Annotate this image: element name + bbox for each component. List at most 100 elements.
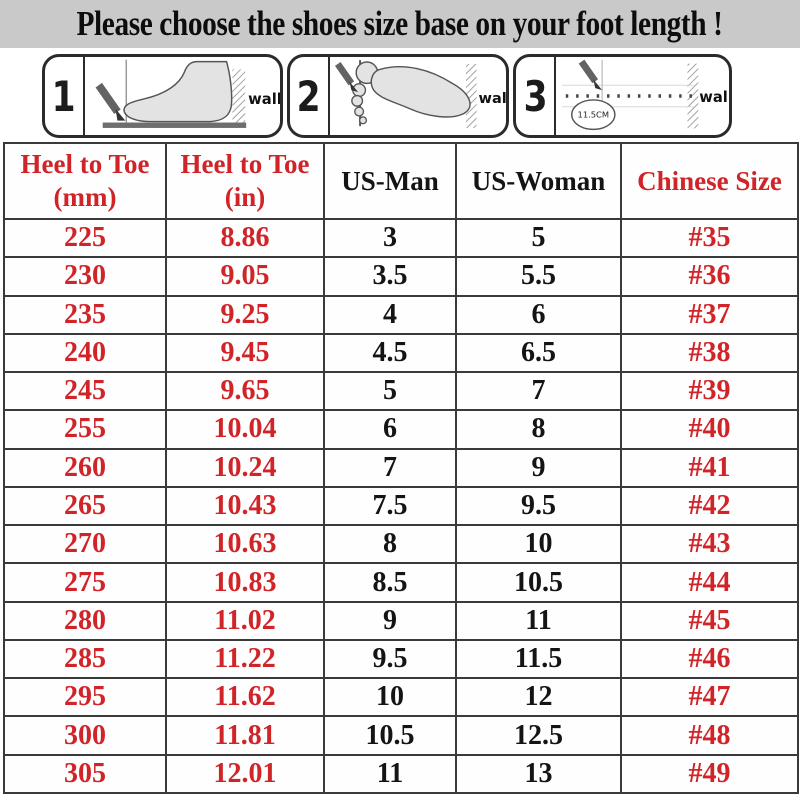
footprint-shape (350, 61, 471, 125)
cell-heel-mm: 260 (3, 447, 167, 488)
cell-heel-in: 8.86 (165, 217, 325, 259)
wall-hatch (687, 63, 699, 129)
pencil-icon (95, 82, 126, 121)
cell-heel-mm: 265 (3, 485, 167, 527)
col-header-heel-mm: Heel to Toe (mm) (3, 142, 167, 220)
col-header-heel-in: Heel to Toe (in) (165, 142, 325, 220)
cell-chinese-size: #48 (620, 715, 799, 756)
cell-heel-in: 10.63 (165, 524, 325, 565)
cell-us-woman: 11.5 (455, 638, 622, 680)
cell-heel-in: 9.25 (165, 294, 325, 335)
cell-heel-mm: 270 (3, 524, 167, 565)
cell-heel-mm: 255 (3, 409, 167, 450)
cell-heel-mm: 235 (3, 294, 167, 335)
cell-us-man: 3.5 (323, 256, 457, 297)
cell-chinese-size: #36 (620, 256, 799, 297)
cell-us-woman: 12.5 (455, 715, 622, 756)
table-row: 240 9.45 4.5 6.5 #38 (3, 332, 799, 374)
cell-us-man: 4 (323, 294, 457, 335)
wall-hatch (232, 69, 246, 125)
cell-chinese-size: #38 (620, 332, 799, 374)
cell-us-man: 3 (323, 217, 457, 259)
table-row: 265 10.43 7.5 9.5 #42 (3, 485, 799, 527)
instruction-panel-2: 2 (286, 54, 510, 138)
measuring-instructions: 1 wall 2 (42, 54, 732, 138)
wall-label: wall (478, 90, 506, 107)
cell-heel-mm: 225 (3, 217, 167, 259)
table-row: 260 10.24 7 9 #41 (3, 447, 799, 488)
wall-label: wall (700, 89, 729, 106)
cell-heel-in: 9.45 (165, 332, 325, 374)
step-number-3: 3 (516, 57, 557, 135)
cell-us-man: 7.5 (323, 485, 457, 527)
table-row: 270 10.63 8 10 #43 (3, 524, 799, 565)
cell-chinese-size: #39 (620, 371, 799, 412)
foot-side-illustration: wall (95, 59, 280, 128)
cell-heel-in: 11.62 (165, 677, 325, 718)
cell-chinese-size: #43 (620, 524, 799, 565)
table-row: 305 12.01 11 13 #49 (3, 753, 799, 795)
cell-chinese-size: #41 (620, 447, 799, 488)
col-header-chinese-size: Chinese Size (620, 142, 799, 220)
cell-us-man: 7 (323, 447, 457, 488)
table-row: 225 8.86 3 5 #35 (3, 217, 799, 259)
foot-side-shape (123, 60, 233, 123)
top-view-diagram: wall (330, 57, 506, 135)
cell-us-woman: 12 (455, 677, 622, 718)
cell-us-man: 8.5 (323, 562, 457, 603)
table-row: 295 11.62 10 12 #47 (3, 677, 799, 718)
table-row: 285 11.22 9.5 11.5 #46 (3, 638, 799, 680)
cell-chinese-size: #47 (620, 677, 799, 718)
cell-heel-mm: 240 (3, 332, 167, 374)
col-header-us-woman: US-Woman (455, 142, 622, 220)
cell-chinese-size: #46 (620, 638, 799, 680)
cell-heel-in: 10.04 (165, 409, 325, 450)
cell-us-man: 8 (323, 524, 457, 565)
cell-us-woman: 10 (455, 524, 622, 565)
cell-us-man: 10 (323, 677, 457, 718)
cell-us-woman: 9.5 (455, 485, 622, 527)
cell-heel-in: 12.01 (165, 753, 325, 795)
instruction-panel-1: 1 wall (42, 54, 283, 138)
cell-us-woman: 6 (455, 294, 622, 335)
cell-heel-mm: 300 (3, 715, 167, 756)
cell-us-woman: 11 (455, 600, 622, 641)
ground-line (102, 122, 247, 128)
cell-us-woman: 5.5 (455, 256, 622, 297)
step-number-2: 2 (290, 57, 330, 135)
wall-hatch (465, 63, 477, 129)
cell-heel-in: 10.24 (165, 447, 325, 488)
cell-us-man: 9 (323, 600, 457, 641)
cell-us-woman: 6.5 (455, 332, 622, 374)
cell-chinese-size: #49 (620, 753, 799, 795)
cell-chinese-size: #35 (620, 217, 799, 259)
cell-us-woman: 13 (455, 753, 622, 795)
cell-us-man: 11 (323, 753, 457, 795)
measurement-value: 11.5CM (578, 110, 610, 120)
cell-heel-in: 11.02 (165, 600, 325, 641)
cell-chinese-size: #45 (620, 600, 799, 641)
cell-us-man: 6 (323, 409, 457, 450)
footprint-illustration: wall (334, 60, 506, 129)
step-number-1: 1 (45, 57, 85, 135)
table-row: 255 10.04 6 8 #40 (3, 409, 799, 450)
cell-heel-mm: 285 (3, 638, 167, 680)
cell-us-woman: 8 (455, 409, 622, 450)
cell-chinese-size: #44 (620, 562, 799, 603)
cell-us-man: 9.5 (323, 638, 457, 680)
cell-heel-mm: 230 (3, 256, 167, 297)
cell-chinese-size: #37 (620, 294, 799, 335)
table-row: 300 11.81 10.5 12.5 #48 (3, 715, 799, 756)
table-row: 280 11.02 9 11 #45 (3, 600, 799, 641)
cell-heel-mm: 305 (3, 753, 167, 795)
cell-heel-in: 10.83 (165, 562, 325, 603)
cell-heel-mm: 275 (3, 562, 167, 603)
measure-diagram: 11.5CM wall (556, 57, 729, 135)
wall-label: wall (248, 91, 279, 108)
cell-us-man: 4.5 (323, 332, 457, 374)
cell-heel-mm: 295 (3, 677, 167, 718)
measurement-badge: 11.5CM (571, 99, 616, 131)
cell-chinese-size: #40 (620, 409, 799, 450)
table-row: 275 10.83 8.5 10.5 #44 (3, 562, 799, 603)
cell-heel-in: 10.43 (165, 485, 325, 527)
